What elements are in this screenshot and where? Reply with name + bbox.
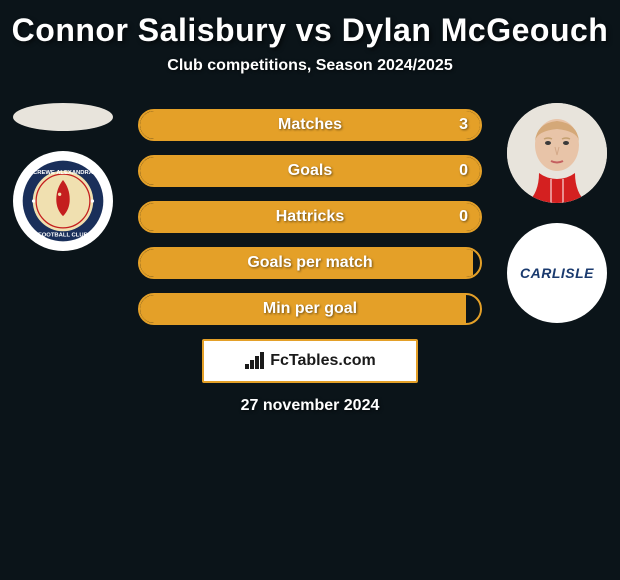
stat-label: Goals per match	[247, 254, 372, 272]
stat-label: Min per goal	[263, 300, 357, 318]
stat-pill: Matches 3	[138, 109, 482, 141]
right-player-photo	[507, 103, 607, 203]
date-label: 27 november 2024	[0, 397, 620, 415]
right-player-column: CARLISLE	[502, 103, 612, 323]
stat-value: 3	[459, 116, 468, 134]
carlisle-club-text: CARLISLE	[520, 265, 594, 281]
svg-text:FOOTBALL CLUB: FOOTBALL CLUB	[38, 232, 88, 238]
left-player-photo	[13, 103, 113, 131]
branding-text: FcTables.com	[270, 352, 376, 370]
stat-label: Hattricks	[276, 208, 344, 226]
left-player-column: CREWE ALEXANDRA FOOTBALL CLUB	[8, 103, 118, 251]
left-club-badge: CREWE ALEXANDRA FOOTBALL CLUB	[13, 151, 113, 251]
player-face-icon	[507, 103, 607, 203]
svg-text:CREWE ALEXANDRA: CREWE ALEXANDRA	[33, 170, 94, 176]
comparison-row: CREWE ALEXANDRA FOOTBALL CLUB Matches 3 Go…	[0, 103, 620, 325]
stat-value: 0	[459, 162, 468, 180]
stats-column: Matches 3 Goals 0 Hattricks 0 Goals per match M…	[138, 103, 482, 325]
stat-pill: Min per goal	[138, 293, 482, 325]
stat-label: Matches	[278, 116, 342, 134]
stat-pill: Goals per match	[138, 247, 482, 279]
subtitle: Club competitions, Season 2024/2025	[0, 57, 620, 75]
branding-badge: FcTables.com	[202, 339, 418, 383]
page-title: Connor Salisbury vs Dylan McGeouch	[0, 8, 620, 57]
stat-label: Goals	[288, 162, 332, 180]
stat-pill: Hattricks 0	[138, 201, 482, 233]
stat-pill: Goals 0	[138, 155, 482, 187]
bars-icon	[244, 352, 266, 370]
crewe-badge-icon: CREWE ALEXANDRA FOOTBALL CLUB	[21, 159, 105, 243]
stat-value: 0	[459, 208, 468, 226]
right-club-badge: CARLISLE	[507, 223, 607, 323]
